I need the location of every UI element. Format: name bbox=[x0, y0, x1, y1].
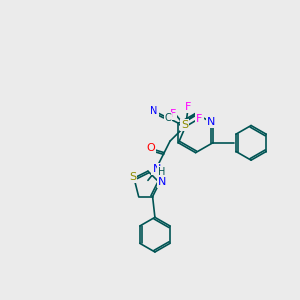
Text: N: N bbox=[150, 106, 158, 116]
Text: F: F bbox=[196, 114, 203, 124]
Text: S: S bbox=[129, 172, 137, 182]
Text: N: N bbox=[207, 117, 216, 127]
Text: N: N bbox=[158, 176, 166, 187]
Text: N: N bbox=[153, 164, 161, 174]
Text: F: F bbox=[184, 102, 191, 112]
Text: O: O bbox=[146, 143, 155, 154]
Text: F: F bbox=[169, 109, 176, 119]
Text: H: H bbox=[158, 167, 166, 177]
Text: C: C bbox=[165, 113, 171, 123]
Text: S: S bbox=[181, 120, 188, 130]
